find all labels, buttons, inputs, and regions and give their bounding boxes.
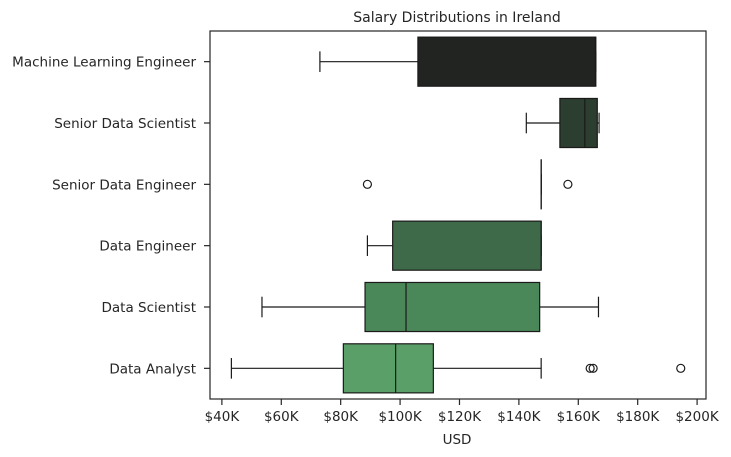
x-axis-label: USD <box>443 432 472 448</box>
plot-area <box>230 36 686 394</box>
box-group <box>230 343 686 394</box>
y-tick-label: Machine Learning Engineer <box>12 55 196 71</box>
y-tick-label: Senior Data Engineer <box>52 177 196 193</box>
y-tick-label: Senior Data Scientist <box>54 116 196 132</box>
box-group <box>319 36 597 87</box>
x-tick-label: $140K <box>497 409 541 425</box>
box-group <box>366 220 542 271</box>
box-group <box>525 97 600 149</box>
outlier-point <box>588 363 598 373</box>
y-tick-label: Data Engineer <box>99 239 196 255</box>
x-tick-label: $40K <box>205 409 241 425</box>
x-tick-label: $80K <box>323 409 359 425</box>
iqr-box <box>342 343 434 394</box>
outlier-point <box>585 363 595 373</box>
iqr-box <box>364 281 541 333</box>
box-group <box>261 281 600 333</box>
iqr-box <box>392 220 542 271</box>
y-axis: Machine Learning Engineer Senior Data Sci… <box>12 55 210 377</box>
box-group <box>362 159 573 210</box>
plot-frame <box>209 30 707 400</box>
x-tick-label: $180K <box>616 409 660 425</box>
outlier-point <box>563 179 573 189</box>
x-axis: $40K $60K $80K $100K $120K $140K $160K $180K $20… <box>205 399 720 425</box>
outlier-point <box>362 179 373 189</box>
x-tick-label: $160K <box>557 409 601 425</box>
x-tick-label: $200K <box>675 409 719 425</box>
x-tick-label: $120K <box>438 409 482 425</box>
x-tick-label: $60K <box>264 409 300 425</box>
y-tick-label: Data Analyst <box>109 361 196 377</box>
chart-title: Salary Distributions in Ireland <box>353 10 560 26</box>
outlier-point <box>676 363 686 373</box>
y-tick-label: Data Scientist <box>102 300 197 316</box>
x-tick-label: $100K <box>378 409 422 425</box>
iqr-box <box>417 36 597 87</box>
iqr-box <box>559 97 598 149</box>
